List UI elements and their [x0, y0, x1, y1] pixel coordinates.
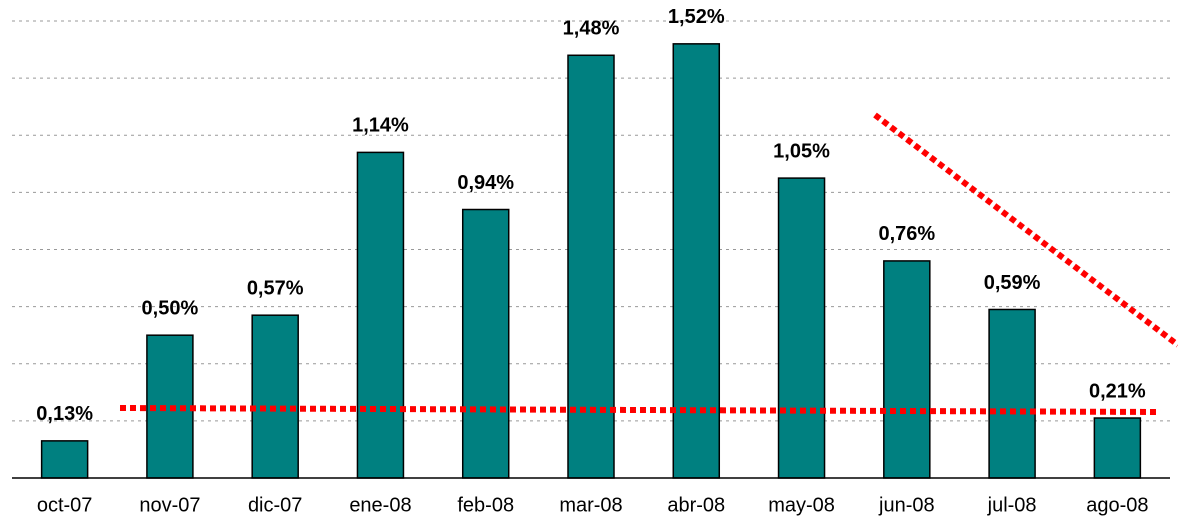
x-tick-label: dic-07 [248, 494, 302, 516]
data-label: 0,57% [247, 277, 304, 299]
data-label: 0,76% [878, 223, 935, 245]
x-tick-label: oct-07 [37, 494, 93, 516]
data-label: 0,13% [36, 403, 93, 425]
x-tick-label: ene-08 [349, 494, 411, 516]
data-label: 0,50% [142, 297, 199, 319]
bar [672, 43, 721, 479]
bar [988, 308, 1036, 479]
data-label: 1,05% [773, 140, 830, 162]
data-label: 0,94% [457, 172, 514, 194]
bar [356, 151, 405, 479]
bar [567, 54, 615, 479]
x-tick-label: jul-08 [987, 494, 1037, 516]
bar [777, 177, 826, 479]
x-tick-label: feb-08 [457, 494, 514, 516]
trend-line [119, 405, 1161, 415]
x-tick-label: abr-08 [667, 494, 725, 516]
bar [883, 260, 931, 479]
data-label: 1,14% [352, 115, 409, 137]
bar [1093, 417, 1142, 479]
x-tick-label: jun-08 [878, 494, 935, 516]
x-tick-label: nov-07 [139, 494, 200, 516]
x-tick-label: mar-08 [559, 494, 622, 516]
data-label: 0,21% [1089, 380, 1146, 402]
plot: oct-07 0,13% nov-07 0,50% dic-07 0,57% ene-08 1… [12, 6, 1170, 516]
bar [251, 314, 299, 479]
data-label: 1,52% [668, 6, 725, 28]
data-label: 0,59% [984, 272, 1041, 294]
trend-line [873, 112, 1178, 348]
x-tick-label: may-08 [768, 494, 835, 516]
data-label: 1,48% [563, 18, 620, 40]
bar [461, 208, 510, 479]
bar [40, 440, 89, 479]
x-tick-label: ago-08 [1086, 494, 1148, 516]
